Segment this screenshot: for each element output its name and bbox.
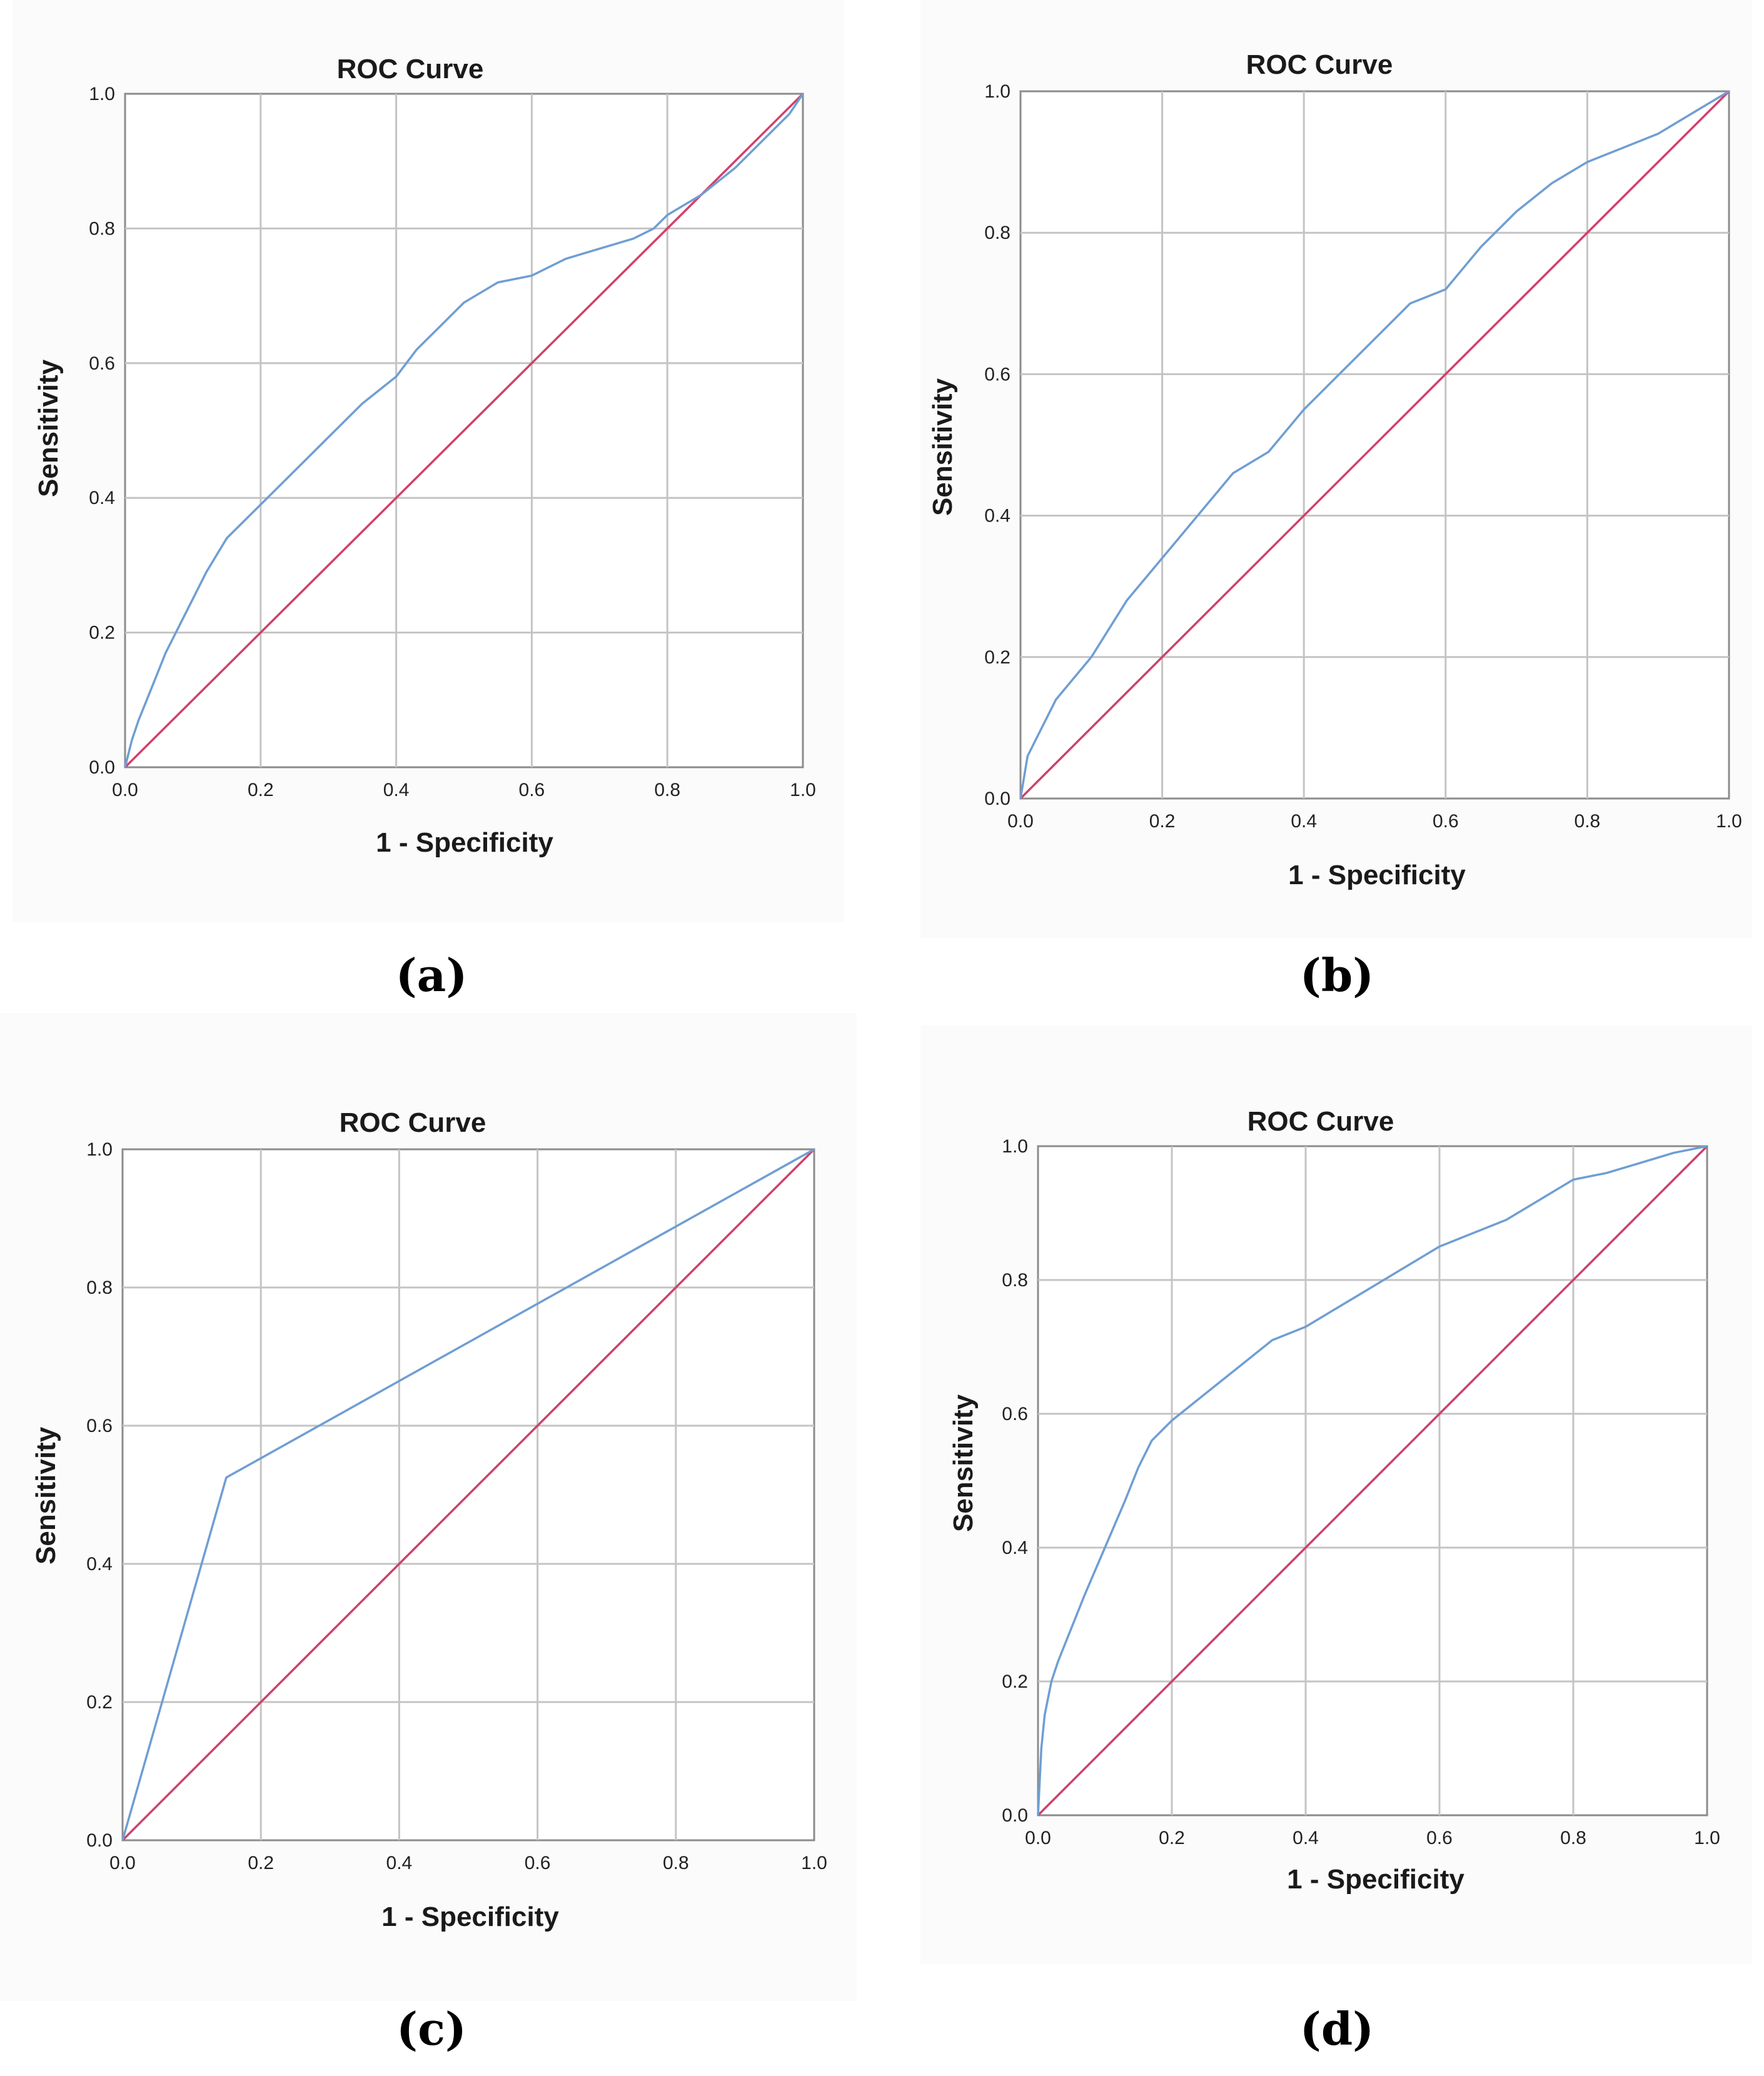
chart-title: ROC Curve — [1247, 1106, 1394, 1137]
y-tick-label: 1.0 — [984, 81, 1011, 102]
y-tick-label: 0.2 — [89, 623, 115, 643]
x-tick-label: 1.0 — [1694, 1828, 1720, 1848]
y-axis-label: Sensitivity — [31, 1426, 61, 1565]
y-axis-label: Sensitivity — [948, 1394, 979, 1532]
y-tick-label: 1.0 — [86, 1139, 113, 1160]
y-tick-label: 0.8 — [89, 218, 115, 239]
y-tick-label: 1.0 — [89, 84, 115, 104]
y-tick-label: 0.2 — [86, 1692, 113, 1713]
x-tick-label: 0.8 — [654, 780, 680, 800]
panel-label: (a) — [396, 949, 468, 1002]
x-tick-label: 0.2 — [1149, 811, 1176, 832]
x-axis-label: 1 - Specificity — [1287, 1864, 1464, 1895]
y-tick-label: 0.4 — [1002, 1538, 1028, 1558]
y-axis-label: Sensitivity — [927, 378, 958, 516]
y-tick-label: 1.0 — [1002, 1136, 1028, 1157]
chart-title: ROC Curve — [337, 54, 484, 84]
y-tick-label: 0.4 — [89, 488, 115, 508]
x-tick-label: 0.2 — [1159, 1828, 1185, 1848]
y-tick-label: 0.6 — [984, 364, 1011, 385]
y-tick-label: 0.6 — [1002, 1404, 1028, 1424]
y-tick-label: 0.4 — [984, 506, 1011, 527]
y-tick-label: 0.6 — [86, 1416, 113, 1436]
x-tick-label: 0.4 — [1291, 811, 1317, 832]
y-axis-label: Sensitivity — [33, 359, 64, 497]
roc-chart-d: ROC Curve 1 - Specificity Sensitivity (d… — [948, 1106, 1720, 2055]
roc-chart-b: ROC Curve 1 - Specificity Sensitivity (b… — [927, 49, 1742, 1002]
x-axis-label: 1 - Specificity — [376, 827, 553, 858]
x-tick-label: 0.8 — [663, 1853, 689, 1873]
panel-label: (c) — [396, 2002, 466, 2055]
x-tick-label: 0.0 — [1025, 1828, 1051, 1848]
x-tick-label: 0.4 — [383, 780, 410, 800]
roc-curve-line — [124, 93, 804, 768]
reference-line — [1037, 1145, 1708, 1816]
x-tick-label: 1.0 — [1716, 811, 1742, 832]
x-tick-label: 0.2 — [248, 1853, 274, 1873]
x-tick-label: 0.4 — [1293, 1828, 1319, 1848]
y-tick-label: 0.0 — [86, 1830, 113, 1851]
x-tick-label: 0.8 — [1560, 1828, 1586, 1848]
roc-curve-line — [121, 1148, 815, 1841]
roc-chart-c: ROC Curve 1 - Specificity Sensitivity (c… — [31, 1107, 827, 2055]
chart-title: ROC Curve — [340, 1107, 486, 1138]
y-tick-label: 0.4 — [86, 1554, 113, 1575]
x-tick-label: 0.0 — [112, 780, 138, 800]
y-tick-label: 0.8 — [86, 1277, 113, 1298]
reference-line — [124, 93, 804, 768]
x-tick-label: 0.6 — [1426, 1828, 1453, 1848]
x-axis-label: 1 - Specificity — [381, 1902, 559, 1932]
x-tick-label: 0.4 — [386, 1853, 413, 1873]
panel-label: (b) — [1300, 949, 1374, 1002]
x-tick-label: 0.2 — [248, 780, 274, 800]
x-tick-label: 0.0 — [1007, 811, 1034, 832]
y-tick-label: 0.0 — [1002, 1805, 1028, 1826]
x-tick-label: 0.6 — [519, 780, 545, 800]
y-tick-label: 0.0 — [984, 789, 1011, 809]
chart-title: ROC Curve — [1246, 49, 1393, 80]
reference-line — [121, 1148, 815, 1842]
roc-curve-line — [1037, 1145, 1708, 1816]
x-tick-label: 0.6 — [525, 1853, 551, 1873]
x-tick-label: 1.0 — [790, 780, 816, 800]
y-tick-label: 0.6 — [89, 353, 115, 374]
roc-chart-a: ROC Curve 1 - Specificity Sensitivity (a… — [33, 54, 816, 1002]
x-tick-label: 0.0 — [109, 1853, 136, 1873]
y-tick-label: 0.2 — [984, 647, 1011, 668]
reference-line — [1019, 90, 1730, 800]
y-tick-label: 0.0 — [89, 757, 115, 778]
x-tick-label: 1.0 — [801, 1853, 827, 1873]
panel-label: (d) — [1300, 2002, 1374, 2055]
x-tick-label: 0.6 — [1433, 811, 1459, 832]
y-tick-label: 0.2 — [1002, 1671, 1028, 1692]
x-tick-label: 0.8 — [1575, 811, 1601, 832]
roc-curve-line — [1019, 90, 1730, 799]
y-tick-label: 0.8 — [1002, 1270, 1028, 1291]
x-axis-label: 1 - Specificity — [1288, 860, 1466, 890]
y-tick-label: 0.8 — [984, 223, 1011, 243]
